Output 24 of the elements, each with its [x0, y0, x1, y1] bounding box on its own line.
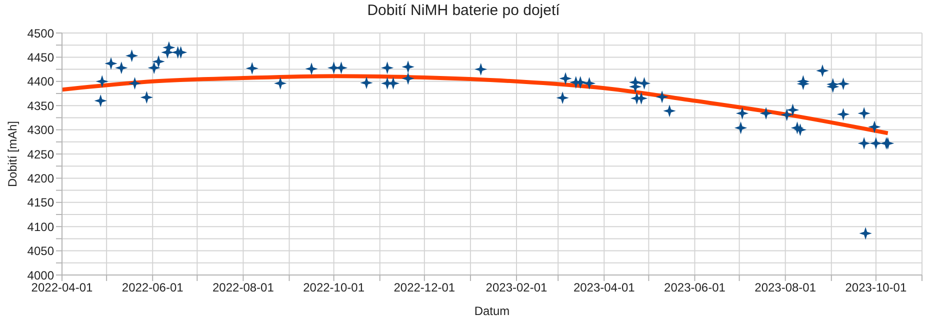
x-tick-label: 2022-10-01: [303, 280, 365, 295]
x-tick-label: 2023-10-01: [845, 280, 907, 295]
y-tick-label: 4450: [27, 50, 54, 64]
x-axis-title: Datum: [474, 304, 510, 318]
chart-title: Dobití NiMH baterie po dojetí: [366, 2, 561, 19]
x-tick-label: 2022-08-01: [212, 280, 274, 295]
y-tick-label: 4150: [27, 196, 54, 210]
y-tick-label: 4050: [27, 244, 54, 258]
y-axis-title: Dobití [mAh]: [5, 120, 20, 188]
y-tick-label: 4100: [27, 220, 54, 234]
y-tick-label: 4350: [27, 98, 54, 113]
y-tick-label: 4000: [27, 268, 54, 282]
x-tick-label: 2022-12-01: [394, 280, 456, 295]
y-tick-label: 4500: [27, 26, 54, 40]
y-tick-label: 4300: [27, 123, 54, 138]
y-tick-label: 4400: [27, 74, 54, 89]
x-tick-label: 2023-04-01: [573, 280, 636, 295]
y-tick-label: 4200: [27, 171, 54, 186]
x-tick-label: 2023-02-01: [486, 280, 548, 295]
x-tick-label: 2023-08-01: [754, 280, 816, 295]
y-tick-label: 4250: [27, 147, 54, 162]
x-tick-label: 2022-04-01: [31, 280, 94, 295]
x-tick-label: 2022-06-01: [122, 280, 184, 295]
x-tick-label: 2023-06-01: [664, 280, 726, 295]
